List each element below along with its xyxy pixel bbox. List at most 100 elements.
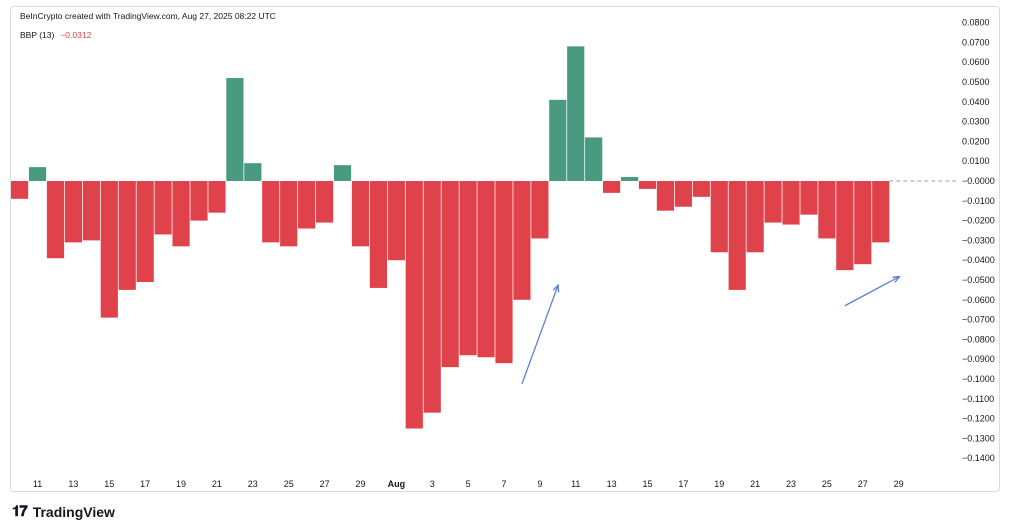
indicator-value: −0.0312: [60, 30, 92, 40]
bar-aug-3[interactable]: [441, 181, 459, 368]
bar-jul-31[interactable]: [387, 181, 405, 261]
bar-jul-27[interactable]: [315, 181, 334, 223]
tradingview-brand[interactable]: 𝟏𝟕 TradingView: [12, 503, 115, 520]
bar-jul-29[interactable]: [351, 181, 370, 247]
tradingview-logo-icon: 𝟏𝟕: [12, 503, 28, 520]
x-tick-label: 3: [430, 479, 435, 489]
bar-jul-30[interactable]: [369, 181, 387, 288]
y-tick-label: −0.0000: [962, 176, 995, 186]
x-tick-label: 21: [212, 479, 222, 489]
trend-arrow-1: [521, 286, 558, 385]
bar-jul-21[interactable]: [208, 181, 226, 213]
bar-aug-10[interactable]: [567, 46, 585, 181]
chart-frame: [10, 6, 1000, 492]
bar-jul-17[interactable]: [136, 181, 154, 282]
y-tick-label: −0.0500: [962, 275, 995, 285]
x-tick-label: 23: [786, 479, 796, 489]
y-tick-label: −0.1200: [962, 414, 995, 424]
bar-aug-8[interactable]: [531, 181, 549, 239]
bar-aug-24[interactable]: [818, 181, 836, 239]
bar-aug-2[interactable]: [423, 181, 441, 413]
brand-name: TradingView: [32, 503, 115, 520]
bar-aug-25[interactable]: [836, 181, 854, 271]
bar-aug-9[interactable]: [549, 99, 567, 181]
bar-aug-18[interactable]: [710, 181, 728, 253]
trend-arrow-2: [844, 277, 899, 307]
bar-jul-26[interactable]: [298, 181, 316, 229]
x-tick-label: 7: [501, 479, 506, 489]
bar-jul-14[interactable]: [82, 181, 100, 241]
bar-aug-14[interactable]: [638, 181, 657, 189]
bar-aug-20[interactable]: [746, 181, 764, 253]
y-tick-label: −0.1300: [962, 433, 995, 443]
y-tick-label: 0.0200: [962, 136, 990, 146]
x-tick-label: 13: [68, 479, 78, 489]
x-tick-label: 15: [104, 479, 114, 489]
bar-jul-13[interactable]: [64, 181, 83, 243]
x-tick-label: Aug: [388, 479, 406, 489]
x-tick-label: 29: [355, 479, 365, 489]
bar-jul-19[interactable]: [172, 181, 190, 247]
bar-jul-18[interactable]: [154, 181, 172, 235]
bar-aug-22[interactable]: [782, 181, 800, 225]
bar-aug-15[interactable]: [656, 181, 675, 211]
y-tick-label: −0.0100: [962, 196, 995, 206]
x-tick-label: 25: [822, 479, 832, 489]
x-tick-label: 29: [894, 479, 904, 489]
x-tick-label: 21: [750, 479, 760, 489]
bar-aug-16[interactable]: [674, 181, 692, 207]
indicator-legend[interactable]: BBP (13) −0.0312: [20, 30, 91, 40]
y-tick-label: −0.0800: [962, 334, 995, 344]
bar-jul-20[interactable]: [190, 181, 208, 221]
y-tick-label: −0.0400: [962, 255, 995, 265]
bar-jul-16[interactable]: [118, 181, 136, 290]
x-tick-label: 15: [642, 479, 652, 489]
y-tick-label: −0.1100: [962, 394, 994, 404]
bar-aug-13[interactable]: [620, 177, 639, 181]
bar-aug-11[interactable]: [585, 137, 603, 181]
y-tick-label: 0.0500: [962, 77, 990, 87]
bar-aug-6[interactable]: [495, 181, 513, 364]
annotations: [521, 277, 899, 385]
bar-aug-26[interactable]: [854, 181, 872, 265]
chart-attribution: BeInCrypto created with TradingView.com,…: [20, 11, 276, 21]
bar-aug-4[interactable]: [459, 181, 477, 356]
bar-jul-12[interactable]: [46, 181, 65, 259]
y-axis: 0.0800 0.0700 0.0600 0.0500 0.0400 0.0300 0.02…: [962, 18, 995, 464]
y-tick-label: −0.0700: [962, 315, 995, 325]
x-tick-label: 13: [607, 479, 617, 489]
bar-aug-27[interactable]: [872, 181, 890, 243]
bar-jul-22[interactable]: [226, 78, 244, 181]
x-tick-label: 17: [678, 479, 688, 489]
y-tick-label: −0.0900: [962, 354, 995, 364]
y-tick-label: −0.0600: [962, 295, 995, 305]
bar-jul-23[interactable]: [244, 163, 262, 181]
bar-jul-24[interactable]: [262, 181, 280, 243]
bar-aug-12[interactable]: [603, 181, 621, 193]
bar-aug-23[interactable]: [800, 181, 818, 215]
x-tick-label: 17: [140, 479, 150, 489]
x-tick-label: 27: [320, 479, 330, 489]
y-tick-label: 0.0100: [962, 156, 990, 166]
y-tick-label: 0.0600: [962, 57, 990, 67]
bar-aug-7[interactable]: [513, 181, 531, 300]
bar-aug-17[interactable]: [692, 181, 710, 197]
y-tick-label: −0.0300: [962, 235, 995, 245]
x-tick-label: 11: [571, 479, 580, 489]
bar-aug-1[interactable]: [405, 181, 423, 429]
bar-aug-5[interactable]: [477, 181, 495, 358]
bar-jul-11[interactable]: [28, 167, 47, 181]
bar-jul-25[interactable]: [280, 181, 298, 247]
bar-jul-15[interactable]: [100, 181, 118, 318]
y-tick-label: −0.0200: [962, 216, 995, 226]
x-tick-label: 9: [537, 479, 542, 489]
bar-jul-28[interactable]: [333, 165, 352, 181]
bar-jul-10[interactable]: [11, 181, 29, 199]
bar-aug-19[interactable]: [728, 181, 746, 290]
x-tick-label: 11: [33, 479, 42, 489]
bar-aug-21[interactable]: [764, 181, 782, 223]
y-tick-label: −0.1000: [962, 374, 995, 384]
y-tick-label: 0.0800: [962, 18, 990, 28]
x-tick-label: 19: [714, 479, 724, 489]
